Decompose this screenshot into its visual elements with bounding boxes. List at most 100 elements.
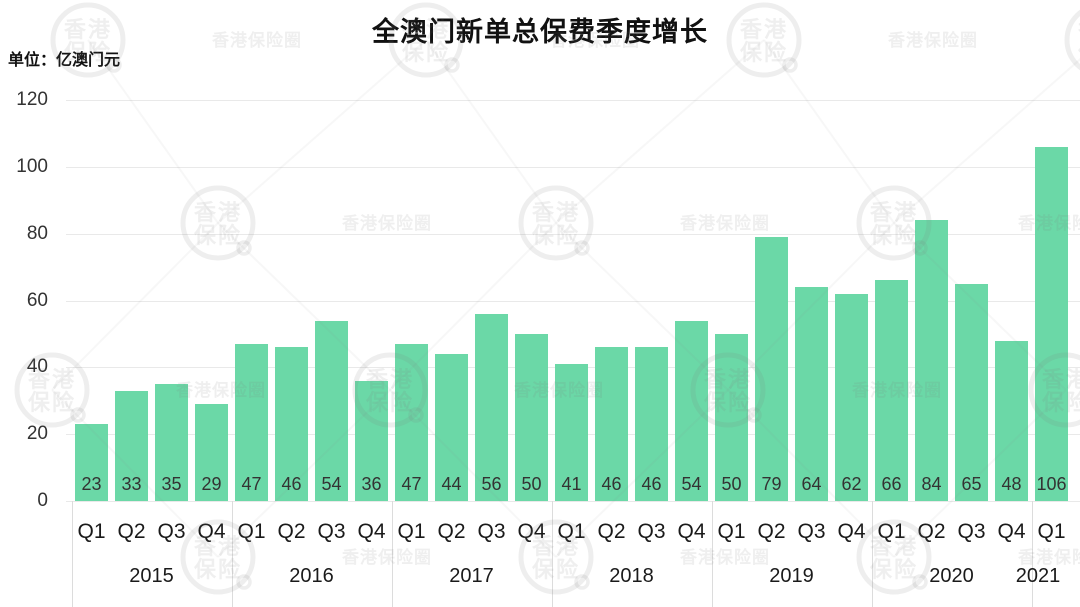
bar: 46 <box>635 347 668 501</box>
year-label: 2019 <box>769 565 814 587</box>
grid-line <box>66 100 1080 101</box>
bar: 66 <box>875 280 908 501</box>
quarter-label: Q4 <box>997 520 1026 543</box>
quarter-label: Q3 <box>317 520 346 543</box>
year-separator <box>231 501 233 607</box>
bar: 54 <box>315 320 348 501</box>
bar-value-label: 47 <box>401 473 422 494</box>
year-separator <box>551 501 553 607</box>
bar: 79 <box>755 237 788 501</box>
chart-title: 全澳门新单总保费季度增长 <box>372 17 708 47</box>
bar-value-label: 50 <box>721 473 742 494</box>
grid-line <box>66 166 1080 168</box>
year-separator <box>711 501 713 607</box>
bar-value-label: 36 <box>361 473 382 494</box>
quarter-label: Q4 <box>677 520 706 543</box>
year-label: 2018 <box>609 565 654 587</box>
bar: 23 <box>75 424 108 501</box>
bar-value-label: 46 <box>281 473 302 494</box>
quarter-label: Q2 <box>597 520 626 543</box>
quarter-label: Q4 <box>197 520 226 543</box>
year-label: 2021 <box>1015 565 1061 587</box>
quarter-label: Q1 <box>77 520 106 543</box>
bar-value-label: 46 <box>601 473 622 494</box>
quarter-label: Q3 <box>637 520 666 543</box>
bar-value-label: 23 <box>81 473 102 494</box>
bar-value-label: 54 <box>681 474 702 494</box>
year-label: 2015 <box>129 565 174 587</box>
year-separator <box>1031 501 1033 607</box>
bar-value-label: 66 <box>881 473 902 494</box>
bar: 54 <box>675 320 708 501</box>
bar: 29 <box>195 404 228 501</box>
quarter-label: Q1 <box>1037 520 1066 543</box>
bar-value-label: 41 <box>561 474 582 494</box>
quarter-label: Q2 <box>277 520 306 543</box>
bar-value-label: 56 <box>481 473 502 494</box>
bar: 36 <box>355 380 388 501</box>
bar-value-label: 50 <box>521 473 542 494</box>
bar-value-label: 62 <box>841 473 862 494</box>
bar: 56 <box>475 313 508 501</box>
bar: 106 <box>1035 146 1068 501</box>
bar: 84 <box>915 220 948 501</box>
y-tick-label: 80 <box>26 222 48 244</box>
bar-value-label: 44 <box>441 474 462 494</box>
year-label: 2020 <box>929 565 974 587</box>
quarter-label: Q1 <box>557 520 586 543</box>
unit-label: 单位：亿澳门元 <box>8 52 121 69</box>
quarter-label: Q3 <box>797 520 826 543</box>
quarter-label: Q1 <box>237 520 266 543</box>
bar: 41 <box>555 364 588 501</box>
grid-line <box>66 233 1080 235</box>
y-tick-label: 20 <box>26 423 48 445</box>
quarter-label: Q3 <box>477 520 506 543</box>
bar-value-label: 84 <box>921 473 942 494</box>
quarter-label: Q2 <box>437 520 466 543</box>
quarter-label: Q4 <box>357 520 386 543</box>
grid-line <box>66 300 1080 302</box>
y-tick-label: 120 <box>16 89 48 110</box>
bar: 50 <box>515 333 548 501</box>
bar-value-label: 33 <box>121 473 142 494</box>
bar-value-label: 48 <box>1001 473 1022 494</box>
bar-value-label: 35 <box>161 474 182 494</box>
bar-value-label: 54 <box>321 474 342 494</box>
bar: 48 <box>995 340 1028 501</box>
y-tick-label: 40 <box>26 356 48 378</box>
bar: 47 <box>235 343 268 501</box>
quarter-label: Q1 <box>717 520 746 543</box>
year-label: 2016 <box>289 565 334 587</box>
quarter-label: Q4 <box>837 520 866 543</box>
grid-line <box>66 501 1080 502</box>
bar: 33 <box>115 390 148 501</box>
quarter-label: Q2 <box>757 520 786 543</box>
bar: 47 <box>395 343 428 501</box>
quarter-label: Q1 <box>877 520 906 543</box>
bar-value-label: 106 <box>1036 473 1067 494</box>
quarter-label: Q4 <box>517 520 546 543</box>
bar-value-label: 29 <box>201 473 222 494</box>
bar: 35 <box>155 384 188 501</box>
quarter-label: Q2 <box>917 520 946 543</box>
bar: 64 <box>795 287 828 501</box>
y-tick-label: 100 <box>16 155 48 177</box>
quarter-label: Q3 <box>157 520 186 543</box>
quarter-label: Q2 <box>117 520 146 543</box>
bar-value-label: 79 <box>761 474 782 494</box>
bar-value-label: 47 <box>241 473 262 494</box>
year-label: 2017 <box>449 565 494 587</box>
year-separator <box>391 501 393 607</box>
bar: 44 <box>435 354 468 501</box>
bar-value-label: 65 <box>961 473 982 494</box>
quarter-label: Q3 <box>957 520 986 543</box>
year-separator <box>871 501 873 607</box>
bar-value-label: 46 <box>641 473 662 494</box>
bar-value-label: 64 <box>801 473 822 494</box>
bar: 50 <box>715 333 748 501</box>
y-tick-label: 0 <box>37 490 48 511</box>
bar: 46 <box>275 347 308 501</box>
bar: 46 <box>595 347 628 501</box>
